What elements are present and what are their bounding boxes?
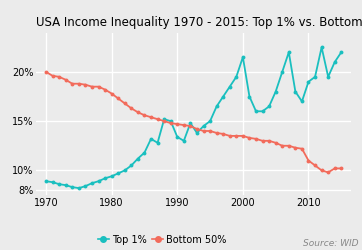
Bottom 50% — [103, 88, 107, 91]
Top 1% — [241, 56, 245, 58]
Top 1% — [182, 139, 186, 142]
Top 1% — [221, 95, 226, 98]
Top 1% — [123, 169, 127, 172]
Top 1% — [188, 122, 193, 124]
Top 1% — [195, 132, 199, 134]
Top 1% — [44, 180, 48, 183]
Bottom 50% — [70, 82, 75, 85]
Top 1% — [287, 51, 291, 54]
Bottom 50% — [155, 118, 160, 121]
Bottom 50% — [129, 107, 134, 110]
Bottom 50% — [280, 144, 285, 147]
Bottom 50% — [326, 171, 331, 174]
Top 1% — [129, 164, 134, 167]
Line: Bottom 50%: Bottom 50% — [44, 70, 343, 174]
Top 1% — [267, 105, 271, 108]
Bottom 50% — [214, 132, 219, 134]
Bottom 50% — [333, 167, 337, 170]
Top 1% — [326, 75, 331, 78]
Top 1% — [64, 184, 68, 187]
Bottom 50% — [339, 167, 344, 170]
Bottom 50% — [300, 147, 304, 150]
Top 1% — [333, 60, 337, 64]
Top 1% — [116, 172, 121, 175]
Bottom 50% — [241, 134, 245, 138]
Bottom 50% — [208, 130, 212, 132]
Bottom 50% — [57, 75, 61, 78]
Bottom 50% — [169, 122, 173, 124]
Top 1% — [162, 118, 166, 121]
Top 1% — [175, 136, 180, 138]
Bottom 50% — [267, 139, 271, 142]
Top 1% — [228, 85, 232, 88]
Top 1% — [136, 157, 140, 160]
Bottom 50% — [182, 124, 186, 126]
Bottom 50% — [188, 124, 193, 128]
Top 1% — [214, 105, 219, 108]
Bottom 50% — [77, 82, 81, 85]
Top 1% — [260, 110, 265, 113]
Top 1% — [77, 186, 81, 190]
Top 1% — [103, 177, 107, 180]
Top 1% — [247, 95, 252, 98]
Bottom 50% — [221, 132, 226, 136]
Bottom 50% — [116, 97, 121, 100]
Top 1% — [96, 180, 101, 183]
Bottom 50% — [64, 78, 68, 81]
Top 1% — [313, 75, 317, 78]
Top 1% — [70, 186, 75, 188]
Bottom 50% — [234, 134, 239, 138]
Bottom 50% — [313, 164, 317, 167]
Top 1% — [234, 75, 239, 78]
Top 1% — [57, 183, 61, 186]
Top 1% — [293, 90, 298, 93]
Top 1% — [90, 182, 94, 185]
Top 1% — [280, 70, 285, 74]
Top 1% — [155, 141, 160, 144]
Bottom 50% — [274, 141, 278, 144]
Top 1% — [109, 175, 114, 178]
Top 1% — [50, 181, 55, 184]
Top 1% — [169, 120, 173, 123]
Top 1% — [149, 137, 153, 140]
Top 1% — [83, 185, 88, 188]
Top 1% — [306, 80, 311, 83]
Bottom 50% — [260, 139, 265, 142]
Top 1% — [274, 90, 278, 93]
Top 1% — [208, 120, 212, 123]
Bottom 50% — [287, 144, 291, 147]
Bottom 50% — [228, 134, 232, 138]
Bottom 50% — [254, 137, 258, 140]
Bottom 50% — [293, 146, 298, 149]
Bottom 50% — [83, 83, 88, 86]
Bottom 50% — [136, 111, 140, 114]
Bottom 50% — [109, 92, 114, 95]
Bottom 50% — [162, 120, 166, 123]
Bottom 50% — [319, 169, 324, 172]
Bottom 50% — [96, 85, 101, 88]
Top 1% — [300, 100, 304, 103]
Top 1% — [319, 46, 324, 49]
Bottom 50% — [149, 116, 153, 119]
Top 1% — [339, 51, 344, 54]
Bottom 50% — [195, 128, 199, 130]
Bottom 50% — [44, 70, 48, 74]
Bottom 50% — [142, 114, 147, 117]
Top 1% — [142, 151, 147, 154]
Top 1% — [201, 124, 206, 128]
Legend: Top 1%, Bottom 50%: Top 1%, Bottom 50% — [94, 231, 231, 249]
Text: USA Income Inequality 1970 - 2015: Top 1% vs. Bottom 50%: USA Income Inequality 1970 - 2015: Top 1… — [36, 16, 362, 28]
Text: Source: WID: Source: WID — [303, 238, 358, 248]
Bottom 50% — [201, 130, 206, 132]
Bottom 50% — [90, 85, 94, 88]
Top 1% — [254, 110, 258, 113]
Bottom 50% — [123, 102, 127, 105]
Bottom 50% — [306, 159, 311, 162]
Bottom 50% — [175, 122, 180, 126]
Bottom 50% — [247, 136, 252, 140]
Line: Top 1%: Top 1% — [44, 45, 343, 190]
Bottom 50% — [50, 74, 55, 77]
